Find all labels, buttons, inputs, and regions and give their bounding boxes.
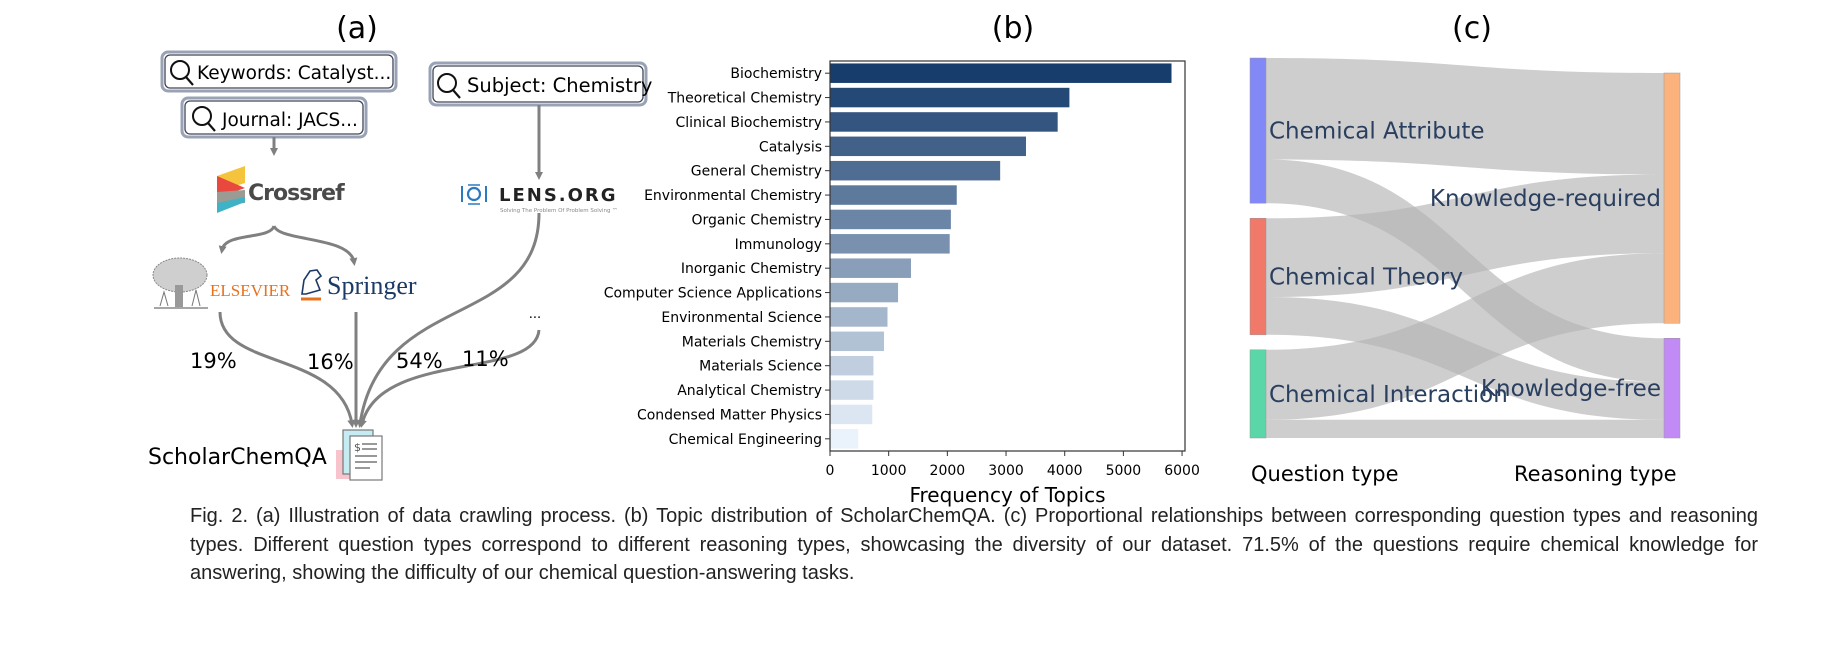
y-tick-label: Theoretical Chemistry — [667, 91, 822, 107]
svg-text:$: $ — [354, 441, 361, 454]
reasoning-sankey: Chemical Attribute Chemical Theory Chemica… — [1249, 57, 1681, 439]
bar — [830, 185, 957, 205]
sankey-node — [1249, 57, 1267, 204]
x-tick-label: 5000 — [1106, 463, 1142, 479]
bar — [830, 234, 950, 254]
share-elsevier: 19% — [190, 349, 237, 373]
lens-logo-text: LENS.ORG — [499, 185, 618, 206]
share-lens: 54% — [396, 349, 443, 373]
lens-tagline: Solving The Problem Of Problem Solving ™ — [500, 207, 618, 214]
search-icon — [192, 106, 216, 132]
sankey-link — [1266, 174, 1664, 297]
sankey-link — [1266, 253, 1664, 420]
bar — [830, 331, 884, 352]
x-tick-label: 1000 — [871, 463, 907, 479]
sankey-node-label: Chemical Attribute — [1269, 119, 1485, 145]
sankey-node-label: Knowledge-required — [1430, 186, 1661, 212]
x-tick-label: 6000 — [1164, 463, 1200, 479]
flow-arrows — [218, 105, 543, 428]
bar — [830, 429, 859, 449]
bar — [830, 63, 1172, 83]
lens-logo: LENS.ORG Solving The Problem Of Problem … — [461, 184, 618, 214]
y-tick-label: Clinical Biochemistry — [675, 115, 822, 131]
sankey-right-axis-label: Reasoning type — [1514, 462, 1677, 486]
y-tick-label: Immunology — [735, 237, 822, 253]
y-tick-label: Environmental Science — [661, 310, 822, 326]
crossref-logo: Crossref — [217, 166, 346, 213]
panel-label-b: (b) — [992, 11, 1034, 46]
x-axis-label: Frequency of Topics — [909, 483, 1105, 507]
bar — [830, 112, 1058, 132]
plot-frame — [829, 60, 1186, 452]
search-box-subject: Subject: Chemistry — [428, 61, 652, 107]
search-box-label: Subject: Chemistry — [467, 74, 652, 97]
sankey-node-label: Chemical Interaction — [1269, 382, 1508, 408]
crossref-logo-text: Crossref — [248, 181, 345, 206]
search-icon — [170, 60, 194, 86]
y-tick-label: Organic Chemistry — [691, 212, 822, 228]
bar — [830, 282, 899, 303]
y-tick-label: Chemical Engineering — [669, 432, 822, 448]
bar — [830, 136, 1026, 157]
bar — [830, 87, 1070, 108]
figure-caption: Fig. 2. (a) Illustration of data crawlin… — [190, 505, 1758, 585]
y-tick-label: Computer Science Applications — [604, 286, 822, 302]
y-tick-label: Materials Science — [699, 359, 822, 375]
share-springer: 16% — [307, 350, 354, 374]
bar — [830, 355, 874, 376]
sankey-node-label: Knowledge-free — [1481, 376, 1661, 402]
other-sources-ellipsis: ... — [529, 307, 541, 322]
sankey-node — [1249, 218, 1267, 336]
bar — [830, 380, 874, 400]
lens-icon — [461, 184, 487, 205]
elsevier-logo: ELSEVIER — [152, 257, 291, 309]
bar — [830, 307, 888, 327]
share-other: 11% — [462, 347, 509, 371]
sankey-node — [1663, 338, 1681, 439]
bar — [830, 209, 951, 230]
y-tick-label: Condensed Matter Physics — [637, 407, 822, 423]
sankey-node — [1249, 349, 1267, 439]
x-tick-label: 3000 — [988, 463, 1024, 479]
springer-logo-text: Springer — [327, 271, 417, 300]
bar — [830, 404, 873, 425]
horse-icon — [301, 269, 323, 301]
y-tick-label: Inorganic Chemistry — [681, 261, 822, 277]
sankey-node-label: Chemical Theory — [1269, 265, 1463, 291]
dataset-name: ScholarChemQA — [148, 445, 327, 470]
panel-label-a: (a) — [336, 11, 378, 46]
search-icon — [437, 73, 461, 99]
bar — [830, 160, 1001, 181]
panel-label-c: (c) — [1452, 11, 1492, 46]
bar — [830, 258, 911, 278]
y-tick-label: Environmental Chemistry — [644, 188, 822, 204]
topic-bar-chart: Biochemistry Theoretical Chemistry Clinica… — [604, 60, 1200, 507]
search-box-label: Journal: JACS... — [221, 110, 358, 131]
y-tick-label: Biochemistry — [730, 66, 822, 82]
search-box-journal: Journal: JACS... — [180, 96, 368, 139]
y-tick-label: General Chemistry — [691, 164, 822, 180]
x-tick-label: 0 — [826, 463, 835, 479]
sankey-left-axis-label: Question type — [1251, 462, 1399, 486]
document-icon: $ — [336, 429, 383, 481]
sankey-link — [1266, 419, 1664, 438]
sankey-link — [1266, 58, 1664, 175]
springer-logo: Springer — [301, 269, 417, 301]
y-tick-label: Catalysis — [759, 139, 822, 155]
sankey-node — [1663, 72, 1681, 324]
elsevier-logo-text: ELSEVIER — [210, 281, 291, 300]
search-box-label: Keywords: Catalyst... — [197, 63, 391, 84]
tree-icon — [152, 257, 208, 309]
search-box-keywords: Keywords: Catalyst... — [160, 50, 398, 93]
panel-a-diagram: Keywords: Catalyst... Journal: JACS... S… — [148, 50, 652, 481]
y-tick-label: Materials Chemistry — [682, 334, 822, 350]
x-tick-label: 2000 — [930, 463, 966, 479]
y-tick-label: Analytical Chemistry — [677, 383, 822, 399]
x-tick-label: 4000 — [1047, 463, 1083, 479]
